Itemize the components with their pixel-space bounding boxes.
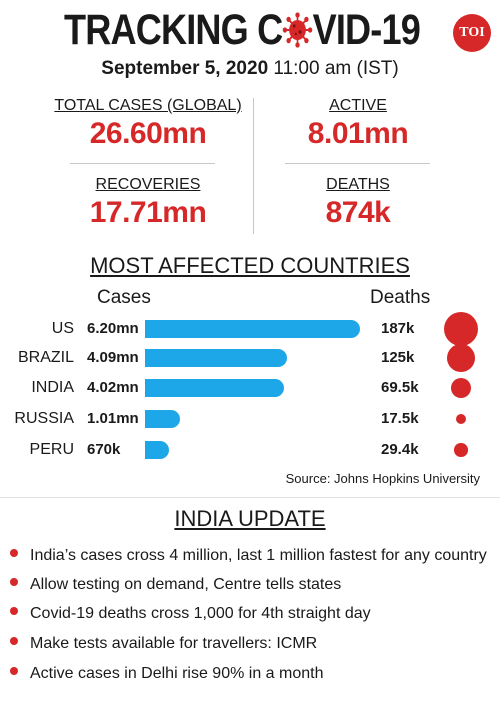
update-item: Covid-19 deaths cross 1,000 for 4th stra… [10,604,371,624]
bullet-icon [10,578,18,586]
stat-total-cases: TOTAL CASES (GLOBAL) 26.60mn [38,96,258,152]
cases-bar [145,441,169,459]
legend-cases: Cases [97,287,151,308]
deaths-value: 69.5k [381,379,419,396]
date-line: September 5, 2020 11:00 am (IST) [0,57,500,81]
deaths-value: 125k [381,349,415,366]
update-text: Allow testing on demand, Centre tells st… [30,576,342,593]
cases-bar [145,320,360,338]
stat-label: TOTAL CASES (GLOBAL) [54,97,242,114]
cases-value: 4.09mn [87,349,139,366]
stat-label: ACTIVE [329,97,387,114]
stat-deaths: DEATHS 874k [248,175,468,231]
update-item: Allow testing on demand, Centre tells st… [10,575,341,595]
stat-label: RECOVERIES [95,176,201,193]
cases-bar [145,410,181,428]
update-item: Active cases in Delhi rise 90% in a mont… [10,664,323,684]
bullet-icon [10,637,18,645]
update-text: Make tests available for travellers: ICM… [30,635,318,652]
stat-value: 8.01mn [307,117,409,150]
country-label: BRAZIL [17,349,74,366]
legend-deaths: Deaths [370,287,431,308]
stat-value: 874k [325,196,391,229]
cases-bar [145,349,287,367]
deaths-dot [450,377,472,399]
cases-value: 6.20mn [87,320,139,337]
update-text: Covid-19 deaths cross 1,000 for 4th stra… [30,605,371,622]
deaths-value: 17.5k [381,410,419,427]
deaths-dot [444,312,478,346]
cases-value: 670k [87,441,121,458]
stat-label: DEATHS [326,176,390,193]
divider [253,98,254,234]
country-label: US [51,320,74,337]
india-update-title: INDIA UPDATE [174,506,326,531]
virus-icon [282,12,313,48]
chart-source: Source: Johns Hopkins University [285,471,480,486]
chart-title: MOST AFFECTED COUNTRIES [90,253,410,278]
cases-bar [145,379,285,397]
update-text: India’s cases cross 4 million, last 1 mi… [30,547,487,564]
country-label: RUSSIA [14,410,74,427]
deaths-dot [454,443,468,457]
deaths-dot [455,413,467,425]
update-item: India’s cases cross 4 million, last 1 mi… [10,546,487,566]
bullet-icon [10,667,18,675]
update-item: Make tests available for travellers: ICM… [10,634,317,654]
page-title: TRACKING C VID-19 [64,4,421,56]
country-label: PERU [29,441,74,458]
bullet-icon [10,549,18,557]
deaths-dot [447,344,475,372]
title-part-left: TRACKING C [64,6,283,54]
country-label: INDIA [31,379,74,396]
divider [70,163,215,164]
bullet-icon [10,607,18,615]
cases-value: 4.02mn [87,379,139,396]
update-text: Active cases in Delhi rise 90% in a mont… [30,665,324,682]
divider [285,163,430,164]
publisher-logo: TOI [453,14,491,52]
cases-value: 1.01mn [87,410,139,427]
stat-value: 17.71mn [89,196,207,229]
deaths-value: 187k [381,320,415,337]
deaths-value: 29.4k [381,441,419,458]
divider [0,497,500,498]
stat-active: ACTIVE 8.01mn [248,96,468,152]
stat-recoveries: RECOVERIES 17.71mn [38,175,258,231]
report-time: 11:00 am (IST) [273,58,399,79]
report-date: September 5, 2020 [101,58,269,79]
stat-value: 26.60mn [89,117,207,150]
title-part-right: VID-19 [312,6,421,54]
